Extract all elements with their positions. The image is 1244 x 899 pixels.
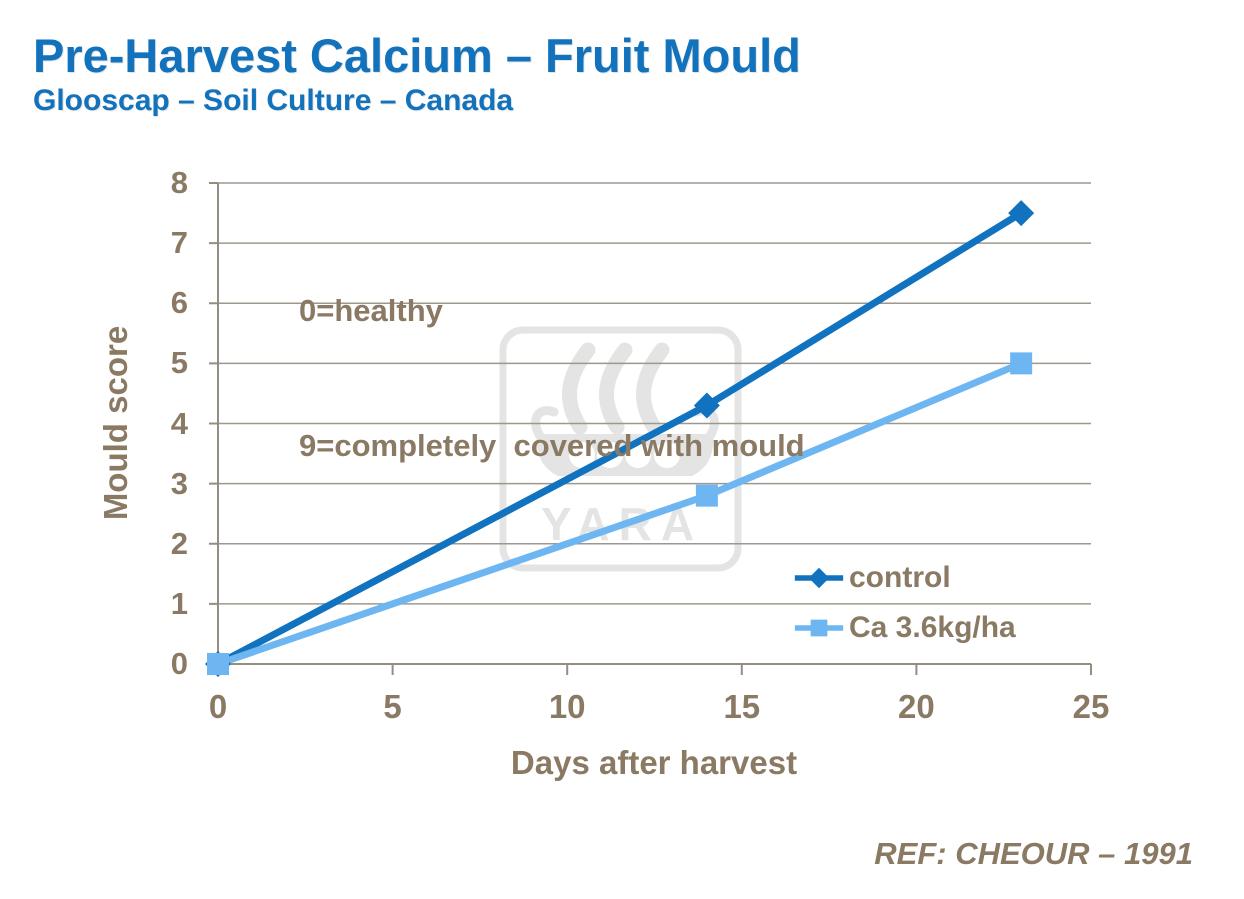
legend-label-ca-3-6kg-ha: Ca 3.6kg/ha bbox=[849, 611, 1016, 644]
marker-control-day23 bbox=[1008, 200, 1035, 227]
reference-note: REF: CHEOUR – 1991 bbox=[874, 836, 1193, 871]
chart-title: Pre-Harvest Calcium – Fruit Mould bbox=[33, 29, 801, 82]
x-axis-title: Days after harvest bbox=[510, 744, 798, 781]
marker-ca-3-6kg-ha-day0 bbox=[207, 653, 229, 675]
legend-square-marker-icon bbox=[794, 619, 844, 637]
annotation-line-mouldy: 9=completely covered with mould bbox=[299, 428, 805, 463]
legend-diamond-marker-icon bbox=[794, 567, 844, 589]
marker-ca-3-6kg-ha-day23 bbox=[1010, 352, 1033, 375]
legend-item-control: control bbox=[793, 553, 1016, 603]
chart-subtitle: Glooscap – Soil Culture – Canada bbox=[33, 84, 514, 117]
legend-item-ca-3-6kg-ha: Ca 3.6kg/ha bbox=[793, 603, 1016, 653]
score-scale-annotation: 0=healthy 9=completely covered with moul… bbox=[299, 198, 805, 558]
legend: control Ca 3.6kg/ha bbox=[793, 553, 1016, 653]
annotation-line-healthy: 0=healthy bbox=[299, 293, 443, 328]
legend-label-control: control bbox=[849, 561, 951, 594]
marker-control-day14 bbox=[693, 392, 720, 419]
marker-ca-3-6kg-ha-day14 bbox=[695, 484, 718, 507]
y-axis-title: Mould score bbox=[97, 325, 134, 521]
